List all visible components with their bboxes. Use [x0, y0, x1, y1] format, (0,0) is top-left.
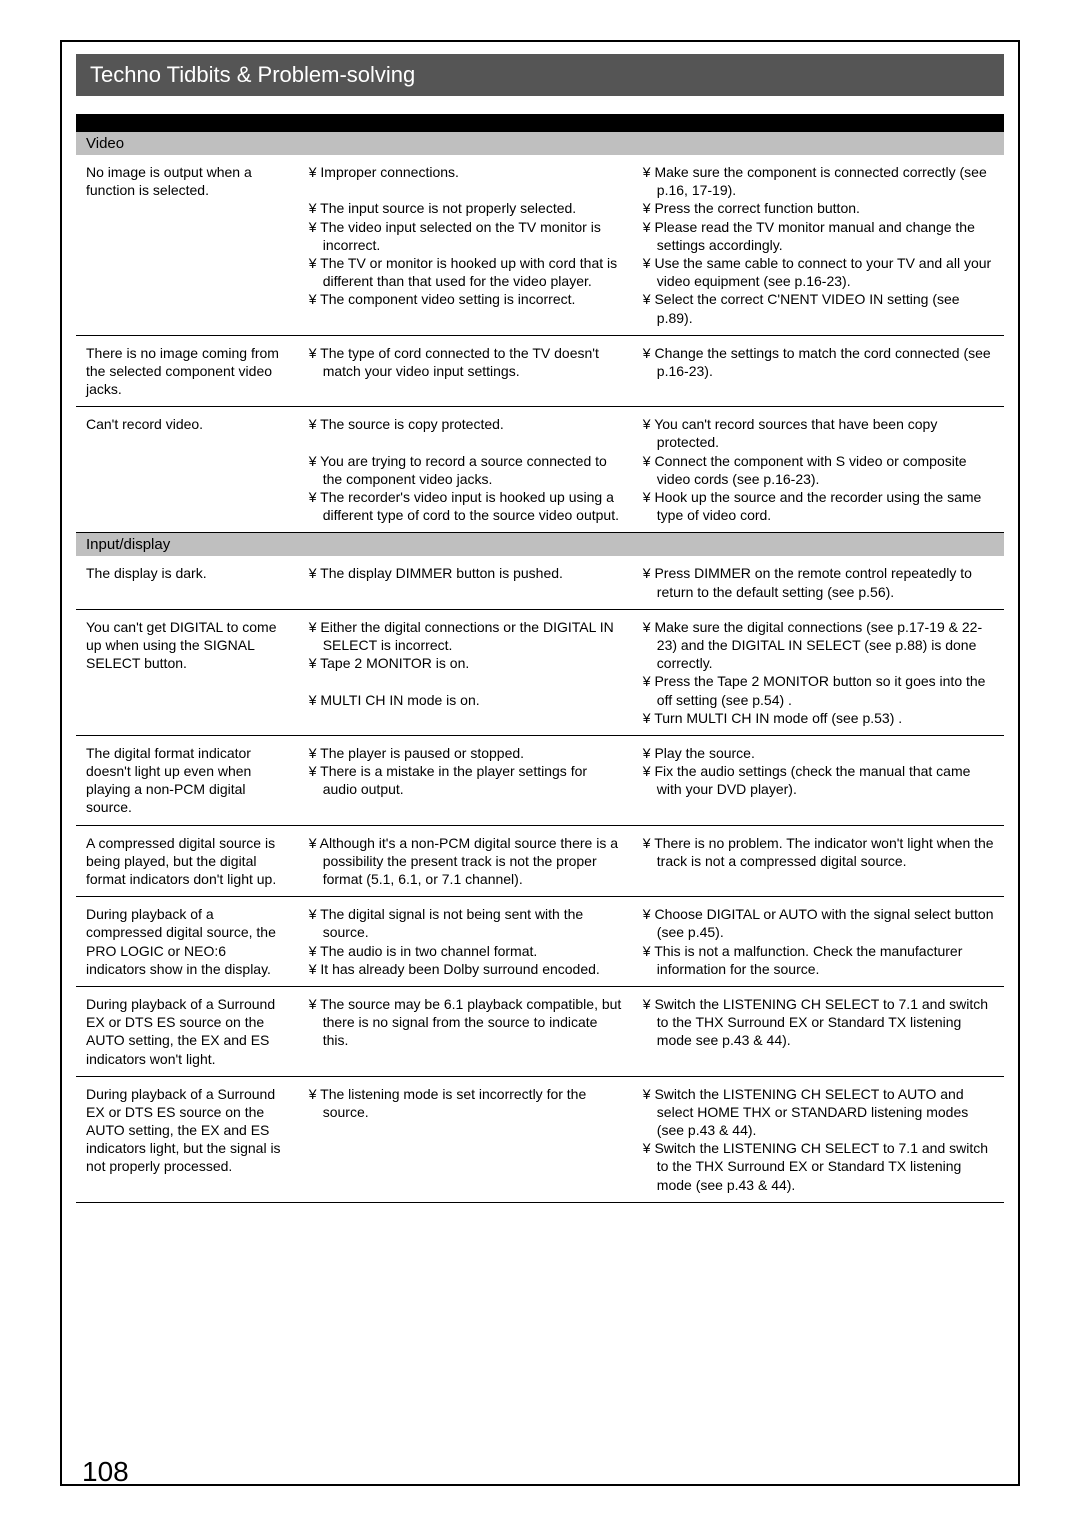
table-row: Can't record video.¥ The source is copy … [76, 407, 1004, 533]
cause-cell: ¥ The display DIMMER button is pushed. [299, 556, 633, 609]
table-row: The digital format indicator doesn't lig… [76, 735, 1004, 825]
cause-line: ¥ The listening mode is set incorrectly … [309, 1085, 623, 1121]
remedy-line: ¥ Press DIMMER on the remote control rep… [643, 564, 994, 600]
table-row: During playback of a Surround EX or DTS … [76, 1076, 1004, 1202]
cause-line [309, 433, 623, 451]
cause-line: ¥ The audio is in two channel format. [309, 942, 623, 960]
cause-cell: ¥ Although it's a non-PCM digital source… [299, 825, 633, 897]
remedy-cell: ¥ Press DIMMER on the remote control rep… [633, 556, 1004, 609]
section-label: Video [76, 132, 1004, 155]
remedy-cell: ¥ Play the source.¥ Fix the audio settin… [633, 735, 1004, 825]
problem-cell: During playback of a Surround EX or DTS … [76, 1076, 299, 1202]
cause-line: ¥ There is a mistake in the player setti… [309, 762, 623, 798]
table-row: There is no image coming from the select… [76, 335, 1004, 407]
table-row: During playback of a Surround EX or DTS … [76, 986, 1004, 1076]
table-row: You can't get DIGITAL to come up when us… [76, 609, 1004, 735]
cause-cell: ¥ The source is copy protected. ¥ You ar… [299, 407, 633, 533]
page-number: 108 [82, 1456, 129, 1488]
remedy-line: ¥ Play the source. [643, 744, 994, 762]
cause-line: ¥ The player is paused or stopped. [309, 744, 623, 762]
cause-line: ¥ Although it's a non-PCM digital source… [309, 834, 623, 889]
cause-line: ¥ The source is copy protected. [309, 415, 623, 433]
remedy-line: ¥ Use the same cable to connect to your … [643, 254, 994, 290]
table-row: No image is output when a function is se… [76, 155, 1004, 335]
remedy-cell: ¥ There is no problem. The indicator won… [633, 825, 1004, 897]
cause-line: ¥ The TV or monitor is hooked up with co… [309, 254, 623, 290]
remedy-cell: ¥ Make sure the digital connections (see… [633, 609, 1004, 735]
cause-line: ¥ Either the digital connections or the … [309, 618, 623, 654]
remedy-line: ¥ Turn MULTI CH IN mode off (see p.53) . [643, 709, 994, 727]
problem-cell: The digital format indicator doesn't lig… [76, 735, 299, 825]
cause-cell: ¥ Either the digital connections or the … [299, 609, 633, 735]
remedy-line: ¥ Press the correct function button. [643, 199, 994, 217]
manual-page: Techno Tidbits & Problem-solving VideoNo… [0, 0, 1080, 1526]
cause-line: ¥ MULTI CH IN mode is on. [309, 691, 623, 709]
troubleshooting-table: No image is output when a function is se… [76, 155, 1004, 533]
remedy-line: ¥ Choose DIGITAL or AUTO with the signal… [643, 905, 994, 941]
remedy-cell: ¥ Choose DIGITAL or AUTO with the signal… [633, 897, 1004, 987]
cause-line: ¥ Tape 2 MONITOR is on. [309, 654, 623, 672]
remedy-cell: ¥ Change the settings to match the cord … [633, 335, 1004, 407]
problem-cell: The display is dark. [76, 556, 299, 609]
cause-line: ¥ The digital signal is not being sent w… [309, 905, 623, 941]
remedy-line: ¥ Make sure the digital connections (see… [643, 618, 994, 673]
remedy-line: ¥ There is no problem. The indicator won… [643, 834, 994, 870]
cause-cell: ¥ The listening mode is set incorrectly … [299, 1076, 633, 1202]
problem-cell: During playback of a compressed digital … [76, 897, 299, 987]
cause-line [309, 672, 623, 690]
troubleshooting-table: The display is dark. ¥ The display DIMMER… [76, 556, 1004, 1202]
remedy-line: ¥ Switch the LISTENING CH SELECT to 7.1 … [643, 995, 994, 1050]
remedy-cell: ¥ You can't record sources that have bee… [633, 407, 1004, 533]
remedy-line: ¥ Select the correct C'NENT VIDEO IN set… [643, 290, 994, 326]
remedy-cell: ¥ Switch the LISTENING CH SELECT to 7.1 … [633, 986, 1004, 1076]
remedy-line: ¥ Switch the LISTENING CH SELECT to AUTO… [643, 1085, 994, 1140]
remedy-line: ¥ You can't record sources that have bee… [643, 415, 994, 451]
problem-cell: You can't get DIGITAL to come up when us… [76, 609, 299, 735]
problem-cell: There is no image coming from the select… [76, 335, 299, 407]
page-title-bar: Techno Tidbits & Problem-solving [76, 54, 1004, 96]
remedy-line: ¥ Fix the audio settings (check the manu… [643, 762, 994, 798]
remedy-line: ¥ Change the settings to match the cord … [643, 344, 994, 380]
content-frame: Techno Tidbits & Problem-solving VideoNo… [60, 40, 1020, 1486]
problem-cell: During playback of a Surround EX or DTS … [76, 986, 299, 1076]
cause-line: ¥ The source may be 6.1 playback compati… [309, 995, 623, 1050]
sections-container: VideoNo image is output when a function … [76, 132, 1004, 1203]
cause-cell: ¥ Improper connections. ¥ The input sour… [299, 155, 633, 335]
black-band [76, 114, 1004, 132]
remedy-line: ¥ Press the Tape 2 MONITOR button so it … [643, 672, 994, 708]
cause-cell: ¥ The digital signal is not being sent w… [299, 897, 633, 987]
problem-cell: A compressed digital source is being pla… [76, 825, 299, 897]
table-row: During playback of a compressed digital … [76, 897, 1004, 987]
remedy-line: ¥ Connect the component with S video or … [643, 452, 994, 488]
remedy-cell: ¥ Make sure the component is connected c… [633, 155, 1004, 335]
section-label: Input/display [76, 533, 1004, 556]
cause-cell: ¥ The type of cord connected to the TV d… [299, 335, 633, 407]
cause-line: ¥ It has already been Dolby surround enc… [309, 960, 623, 978]
remedy-line: ¥ Make sure the component is connected c… [643, 163, 994, 199]
cause-cell: ¥ The player is paused or stopped.¥ Ther… [299, 735, 633, 825]
cause-line: ¥ The display DIMMER button is pushed. [309, 564, 623, 582]
problem-cell: No image is output when a function is se… [76, 155, 299, 335]
remedy-line: ¥ This is not a malfunction. Check the m… [643, 942, 994, 978]
table-row: The display is dark. ¥ The display DIMMER… [76, 556, 1004, 609]
cause-line: ¥ You are trying to record a source conn… [309, 452, 623, 488]
page-title: Techno Tidbits & Problem-solving [90, 62, 415, 87]
cause-line: ¥ The input source is not properly selec… [309, 199, 623, 217]
remedy-line: ¥ Hook up the source and the recorder us… [643, 488, 994, 524]
cause-line: ¥ The type of cord connected to the TV d… [309, 344, 623, 380]
remedy-line: ¥ Switch the LISTENING CH SELECT to 7.1 … [643, 1139, 994, 1194]
cause-line [309, 181, 623, 199]
cause-line: ¥ The component video setting is incorre… [309, 290, 623, 308]
remedy-line: ¥ Please read the TV monitor manual and … [643, 218, 994, 254]
table-row: A compressed digital source is being pla… [76, 825, 1004, 897]
cause-line: ¥ The recorder's video input is hooked u… [309, 488, 623, 524]
cause-line: ¥ Improper connections. [309, 163, 623, 181]
cause-line: ¥ The video input selected on the TV mon… [309, 218, 623, 254]
remedy-cell: ¥ Switch the LISTENING CH SELECT to AUTO… [633, 1076, 1004, 1202]
problem-cell: Can't record video. [76, 407, 299, 533]
cause-cell: ¥ The source may be 6.1 playback compati… [299, 986, 633, 1076]
